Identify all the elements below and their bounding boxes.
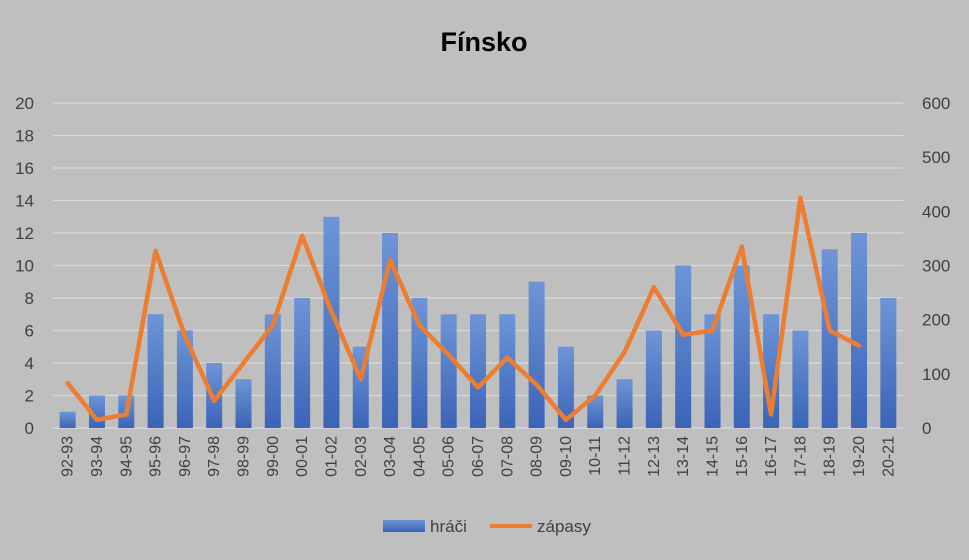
left-tick-label: 12 [15, 224, 34, 243]
x-tick-label: 92-93 [60, 436, 77, 477]
x-tick-label: 97-98 [206, 436, 223, 477]
x-tick-label: 12-13 [646, 436, 663, 477]
x-tick-label: 93-94 [89, 436, 106, 477]
x-tick-label: 05-06 [441, 436, 458, 477]
left-axis-ticks: 0 2 4 6 8 10 12 14 16 18 20 [15, 94, 34, 438]
chart-title: Fínsko [440, 27, 527, 57]
bar [294, 298, 311, 428]
right-tick-label: 500 [922, 148, 950, 167]
legend: hráči zápasy [383, 517, 591, 536]
legend-label-zapasy: zápasy [537, 517, 591, 536]
x-tick-label: 08-09 [529, 436, 546, 477]
right-tick-label: 400 [922, 202, 950, 221]
bar [675, 265, 692, 428]
bar [587, 395, 604, 428]
bar [645, 330, 662, 428]
bar [557, 346, 574, 428]
x-axis-ticks: 92-93 93-94 94-95 95-96 96-97 97-98 98-99 99-00… [60, 436, 898, 477]
x-tick-label: 02-03 [353, 436, 370, 477]
left-tick-label: 0 [25, 419, 34, 438]
x-tick-label: 06-07 [470, 436, 487, 477]
x-tick-label: 00-01 [294, 436, 311, 477]
right-tick-label: 600 [922, 94, 950, 113]
x-tick-label: 18-19 [822, 436, 839, 477]
x-tick-label: 09-10 [558, 436, 575, 477]
left-tick-label: 16 [15, 159, 34, 178]
x-tick-label: 99-00 [265, 436, 282, 477]
bar [440, 314, 457, 428]
right-tick-label: 100 [922, 365, 950, 384]
bar [147, 314, 164, 428]
bar [470, 314, 486, 428]
left-tick-label: 20 [15, 94, 34, 113]
bar-series-hraci [59, 216, 897, 428]
bar [528, 281, 545, 428]
left-tick-label: 14 [15, 192, 34, 211]
x-tick-label: 98-99 [236, 436, 253, 477]
bar [616, 379, 633, 428]
bar [851, 233, 868, 428]
x-tick-label: 13-14 [675, 436, 692, 477]
x-tick-label: 10-11 [587, 436, 604, 476]
bar [264, 314, 281, 428]
right-tick-label: 0 [922, 419, 931, 438]
bar [880, 298, 897, 428]
x-tick-label: 14-15 [704, 436, 721, 477]
bar [704, 314, 721, 428]
left-tick-label: 2 [25, 387, 34, 406]
x-tick-label: 17-18 [792, 436, 809, 477]
right-axis-ticks: 0 100 200 300 400 500 600 [922, 94, 950, 438]
x-tick-label: 16-17 [763, 436, 780, 477]
line-series-zapasy [65, 195, 862, 423]
x-tick-label: 94-95 [118, 436, 135, 477]
bar [821, 249, 838, 428]
bar [499, 314, 516, 428]
x-tick-label: 20-21 [880, 436, 897, 477]
x-tick-label: 95-96 [148, 436, 165, 477]
right-tick-label: 300 [922, 257, 950, 276]
x-tick-label: 15-16 [734, 436, 751, 477]
left-tick-label: 8 [25, 289, 34, 308]
bar [792, 330, 809, 428]
series-line [65, 195, 862, 423]
bar [59, 411, 76, 428]
x-tick-label: 07-08 [499, 436, 516, 477]
left-tick-label: 18 [15, 127, 34, 146]
legend-swatch-hraci [383, 520, 425, 532]
x-tick-label: 04-05 [411, 436, 428, 477]
bar [323, 216, 340, 428]
left-tick-label: 10 [15, 257, 34, 276]
bar [733, 265, 750, 428]
legend-label-hraci: hráči [430, 517, 467, 536]
x-tick-label: 19-20 [851, 436, 868, 477]
bar [176, 330, 193, 428]
left-tick-label: 6 [25, 322, 34, 341]
left-tick-label: 4 [25, 354, 34, 373]
x-tick-label: 01-02 [323, 436, 340, 477]
x-tick-label: 11-12 [617, 436, 634, 476]
x-tick-label: 03-04 [382, 436, 399, 477]
bar [235, 379, 252, 428]
x-tick-label: 96-97 [177, 436, 194, 477]
right-tick-label: 200 [922, 311, 950, 330]
